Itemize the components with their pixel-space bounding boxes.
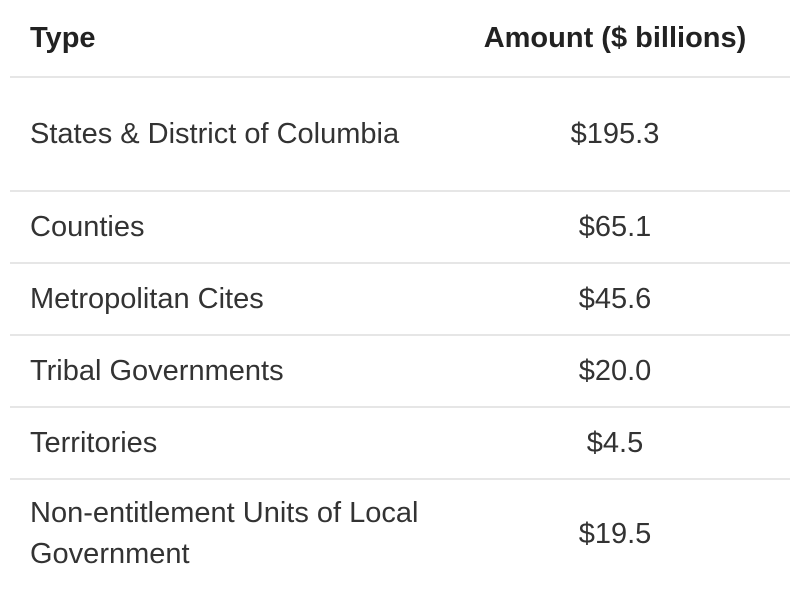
amount-cell: $4.5	[440, 407, 790, 480]
column-header-type: Type	[10, 0, 440, 78]
type-cell: Non-entitlement Units of Local Governmen…	[30, 497, 419, 570]
amount-cell: $195.3	[440, 77, 790, 192]
type-cell: Territories	[10, 407, 440, 480]
table-row: Metropolitan Cites $45.6	[10, 263, 790, 336]
header-row: Type Amount ($ billions)	[10, 0, 790, 78]
table-header: Type Amount ($ billions)	[10, 0, 790, 78]
type-cell: Counties	[10, 191, 440, 264]
funding-table: Type Amount ($ billions) States & Distri…	[10, 0, 790, 588]
type-cell: States & District of Columbia	[10, 77, 440, 192]
table-row: States & District of Columbia $195.3	[10, 77, 790, 192]
table-row: Tribal Governments $20.0	[10, 335, 790, 408]
amount-cell: $20.0	[440, 335, 790, 408]
table-row: Territories $4.5	[10, 407, 790, 480]
type-cell: Metropolitan Cites	[10, 263, 440, 336]
type-cell: Tribal Governments	[10, 335, 440, 408]
amount-cell: $65.1	[440, 191, 790, 264]
column-header-amount: Amount ($ billions)	[440, 0, 790, 78]
amount-cell: $45.6	[440, 263, 790, 336]
table-row: Non-entitlement Units of Local Governmen…	[10, 479, 790, 588]
funding-table-container: Type Amount ($ billions) States & Distri…	[10, 0, 790, 588]
table-body: States & District of Columbia $195.3 Cou…	[10, 77, 790, 588]
amount-cell: $19.5	[578, 517, 652, 550]
table-row: Counties $65.1	[10, 191, 790, 264]
